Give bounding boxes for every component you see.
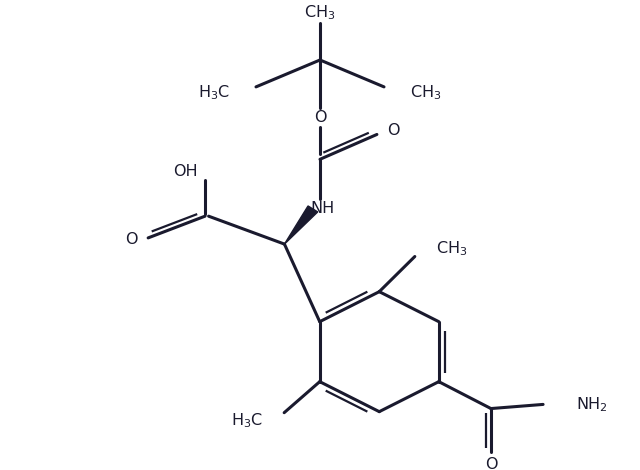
Text: O: O <box>125 233 138 248</box>
Text: CH$_3$: CH$_3$ <box>304 3 336 22</box>
Text: CH$_3$: CH$_3$ <box>436 239 468 258</box>
Text: OH: OH <box>173 164 198 179</box>
Text: CH$_3$: CH$_3$ <box>410 84 442 102</box>
Text: O: O <box>484 457 497 470</box>
Text: O: O <box>388 123 400 138</box>
Polygon shape <box>284 206 317 244</box>
Text: NH: NH <box>310 202 335 216</box>
Text: O: O <box>314 110 326 125</box>
Text: NH$_2$: NH$_2$ <box>576 395 608 414</box>
Text: H$_3$C: H$_3$C <box>231 412 263 431</box>
Text: H$_3$C: H$_3$C <box>198 84 230 102</box>
